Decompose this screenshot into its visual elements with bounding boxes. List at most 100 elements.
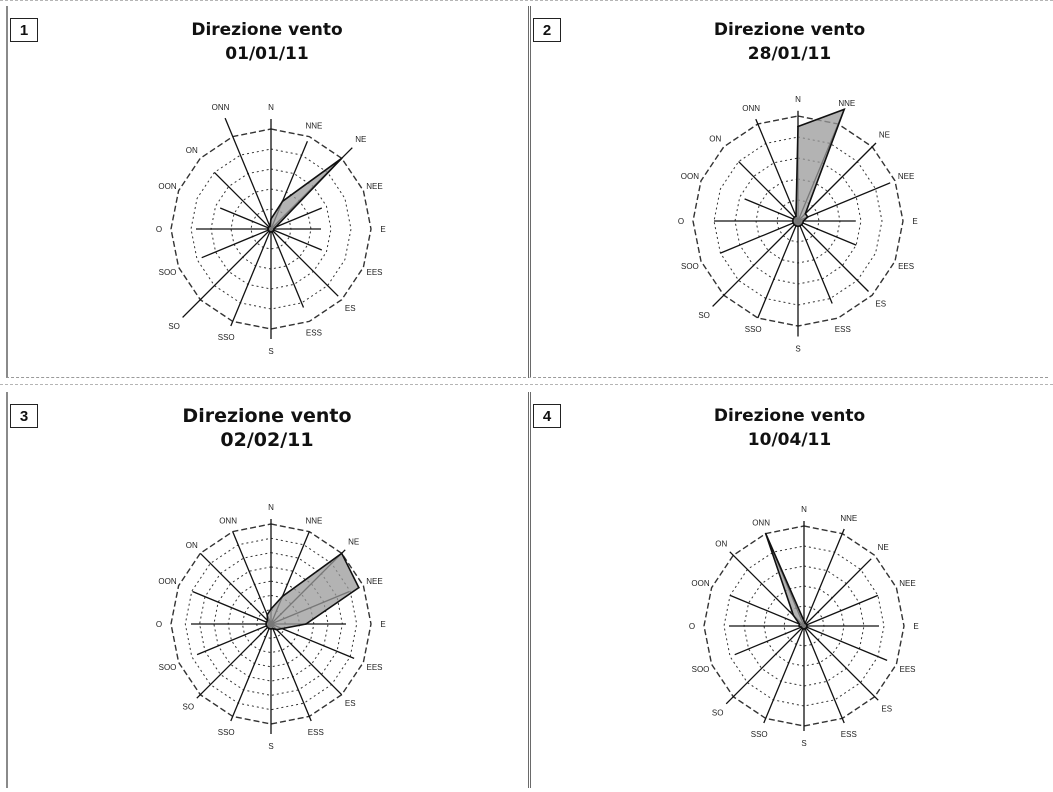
axis-line-sso [230, 623, 272, 722]
axis-line-es [803, 625, 879, 701]
data-point [793, 216, 796, 219]
data-point [800, 626, 803, 628]
data-point [275, 628, 278, 631]
data-point [795, 215, 797, 218]
data-point [305, 623, 307, 625]
axis-line-soo [196, 623, 272, 656]
direction-label: S [801, 739, 806, 748]
panel-number-badge: 3 [10, 404, 38, 428]
radar-chart-1: N NNE NE NEE E EES ES ESS S SSO SO SOO O OON ON ONN [156, 103, 386, 356]
axis-line-onn [224, 117, 272, 230]
direction-label: ONN [752, 519, 770, 528]
data-point [792, 614, 795, 617]
data-point [266, 626, 269, 629]
axis-line-nee [270, 207, 323, 230]
chart-title: Direzione vento [713, 20, 866, 40]
data-point [791, 220, 794, 222]
chart-title: Direzione vento [713, 406, 866, 426]
data-point [265, 621, 268, 623]
direction-label: O [678, 217, 684, 226]
direction-label: ONN [742, 104, 760, 113]
direction-label: ESS [841, 730, 857, 739]
direction-label: SOO [159, 663, 177, 672]
axis-line-on [213, 171, 272, 230]
axis-line-nee [803, 594, 879, 627]
data-series-area [267, 157, 343, 233]
data-point [795, 225, 797, 227]
grid-ring [763, 585, 845, 667]
direction-label: NEE [366, 577, 382, 586]
data-point [843, 108, 846, 111]
direction-label: ON [186, 146, 198, 155]
data-point [265, 623, 267, 625]
data-point [270, 628, 272, 630]
data-point [802, 222, 804, 224]
direction-label: OON [158, 577, 176, 586]
direction-label: NNE [305, 517, 322, 526]
data-point [793, 223, 796, 226]
chart-subtitle-date: 02/02/11 [220, 429, 314, 451]
axis-line-so [182, 228, 272, 318]
axis-line-es [797, 220, 869, 292]
data-point [803, 620, 805, 622]
chart-panel-3: 3 Direzione vento 02/02/11 N NNE NE NEE E EES… [6, 392, 526, 788]
direction-label: NNE [840, 514, 857, 523]
axis-line-so [196, 623, 272, 699]
axis-line-ees [270, 623, 355, 660]
axis-line-soo [720, 220, 799, 254]
data-point [799, 225, 801, 227]
direction-label: ESS [835, 325, 851, 334]
direction-label: NEE [366, 182, 382, 191]
chart-subtitle-date: 28/01/11 [747, 44, 832, 64]
axis-line-es [270, 228, 339, 297]
direction-label: SOO [692, 665, 710, 674]
chart-title: Direzione vento [191, 20, 343, 40]
direction-label: S [268, 742, 273, 751]
direction-label: ON [186, 541, 198, 550]
axis-line-ees [797, 220, 857, 246]
axis-line-ess [270, 228, 305, 308]
data-point [274, 226, 277, 229]
direction-label: NE [348, 537, 359, 546]
data-point [802, 220, 805, 222]
direction-label: SSO [218, 333, 235, 342]
axis-line-es [270, 623, 343, 696]
data-series-area [265, 552, 360, 631]
data-point [266, 613, 269, 616]
direction-label: NE [879, 131, 890, 140]
direction-label: ON [715, 539, 727, 548]
scan-border-middle [0, 384, 1053, 386]
data-point [269, 225, 271, 228]
chart-subtitle-date: 10/04/11 [747, 430, 832, 450]
axis-line-nee [797, 182, 891, 222]
data-point [268, 627, 270, 630]
axis-line-ees [270, 228, 323, 251]
data-point [800, 223, 803, 226]
direction-label: E [380, 225, 385, 234]
chart-title-block: Direzione vento 28/01/11 [531, 18, 1048, 66]
direction-label: ES [881, 705, 892, 714]
data-point [357, 586, 360, 589]
axis-line-ees [803, 625, 888, 662]
radar-chart-3: N NNE NE NEE E EES ES ESS S SSO SO SOO O OON ON ONN [156, 503, 386, 751]
panel-number-badge: 2 [533, 18, 561, 42]
direction-label: N [268, 503, 274, 512]
direction-label: SO [183, 703, 195, 712]
direction-label: NEE [898, 172, 914, 181]
grid-ring [783, 605, 825, 647]
direction-label: SO [168, 322, 180, 331]
grid-ring [170, 128, 372, 330]
data-point [797, 225, 799, 228]
axis-line-soo [201, 228, 272, 259]
data-point [266, 619, 269, 622]
direction-label: EES [899, 665, 915, 674]
axis-line-so [712, 220, 799, 307]
direction-label: S [268, 347, 273, 356]
direction-label: O [689, 622, 695, 631]
direction-label: ES [875, 300, 886, 309]
direction-label: ONN [219, 517, 237, 526]
direction-label: O [156, 225, 162, 234]
direction-label: EES [898, 262, 914, 271]
grid-ring [703, 525, 905, 727]
direction-label: SO [712, 708, 724, 717]
